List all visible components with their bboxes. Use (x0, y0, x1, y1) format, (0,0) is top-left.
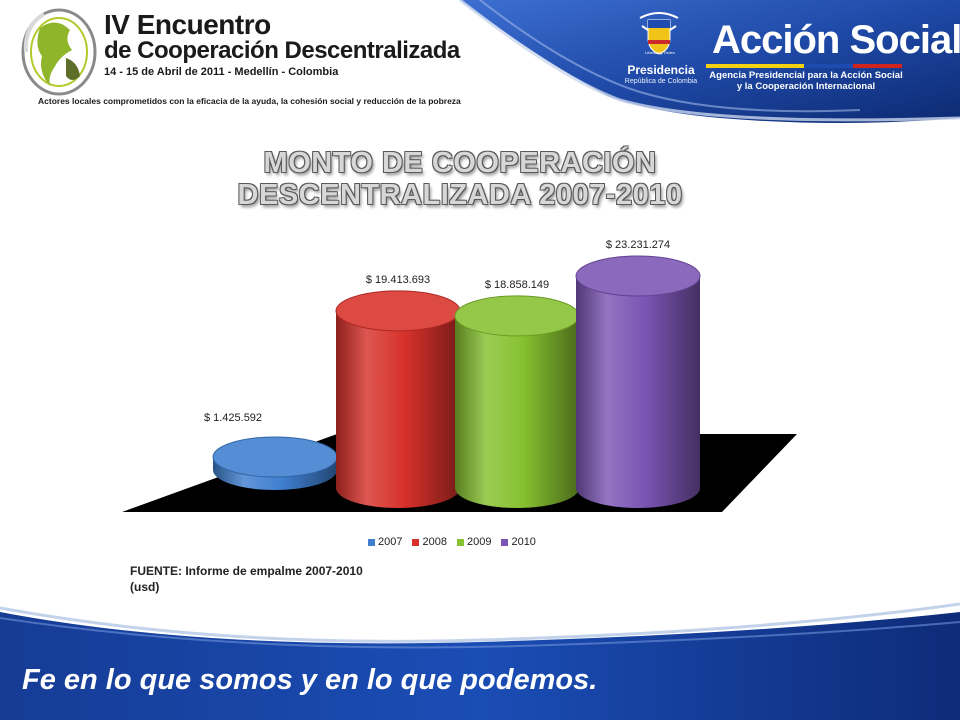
globe-icon (21, 8, 97, 96)
legend-item-2007: 2007 (368, 535, 402, 549)
presidencia-label: Presidencia (627, 63, 695, 77)
presidencia-subtitle: República de Colombia (624, 78, 698, 85)
agency-name-line2: y la Cooperación Internacional (736, 81, 876, 92)
event-title-line2: de Cooperación Descentralizada (104, 37, 460, 64)
source-line2: (usd) (130, 580, 160, 594)
source-line1: FUENTE: Informe de empalme 2007-2010 (130, 564, 363, 578)
value-label-2010: $ 23.231.274 (606, 239, 670, 251)
legend-swatch-2007 (368, 538, 375, 546)
legend-label-2009: 2009 (466, 536, 492, 548)
event-logo: IV Encuentro de Cooperación Descentraliz… (18, 4, 461, 106)
cylinder-body-2010 (576, 276, 700, 508)
legend-label-2010: 2010 (511, 536, 536, 548)
legend-swatch-2008 (412, 538, 420, 546)
value-label-2009: $ 18.858.149 (485, 279, 549, 291)
bar-2010 (575, 255, 701, 508)
value-label-2008: $ 19.413.693 (366, 274, 430, 286)
cylinder-top-2010 (575, 255, 701, 297)
bar-2008 (335, 290, 461, 508)
agency-name-line1: Agencia Presidencial para la Acción Soci… (709, 70, 903, 81)
source-note: FUENTE: Informe de empalme 2007-2010 (us… (130, 563, 363, 595)
event-subtitle: Actores locales comprometidos con la efi… (38, 96, 461, 106)
legend-label-2007: 2007 (378, 536, 403, 548)
header-banner (459, 0, 960, 123)
footer-banner (0, 602, 960, 720)
event-dates: 14 - 15 de Abril de 2011 - Medellín - Co… (104, 66, 339, 78)
legend-swatch-2009 (456, 538, 464, 546)
bar-2007 (212, 436, 338, 490)
legend-label-2008: 2008 (422, 536, 447, 548)
slogan: Fe en lo que somos y en lo que podemos. (22, 664, 598, 696)
legend-swatch-2010 (501, 538, 509, 546)
cylinder-top-2007 (212, 436, 338, 478)
event-title-line1: IV Encuentro (104, 9, 271, 40)
chart-title: MONTO DE COOPERACIÓN DESCENTRALIZADA 200… (237, 147, 683, 211)
legend-item-2009: 2009 (456, 535, 492, 549)
coat-of-arms-icon (639, 12, 679, 55)
cylinder-body-2009 (455, 315, 579, 508)
flag-stripe (706, 64, 902, 68)
cylinder-top-2009 (454, 295, 580, 337)
cylinder-top-2008 (335, 290, 461, 332)
chart-legend: 2007 2008 2009 2010 (368, 535, 536, 549)
legend-item-2010: 2010 (501, 535, 536, 549)
legend-item-2008: 2008 (412, 535, 447, 549)
cylinder-body-2008 (336, 310, 460, 508)
bar-2009 (454, 295, 580, 508)
coat-of-arms-motto: Libertad y Orden (645, 50, 675, 55)
accion-social-logo: Acción Social (712, 18, 960, 62)
value-label-2007: $ 1.425.592 (204, 412, 262, 424)
